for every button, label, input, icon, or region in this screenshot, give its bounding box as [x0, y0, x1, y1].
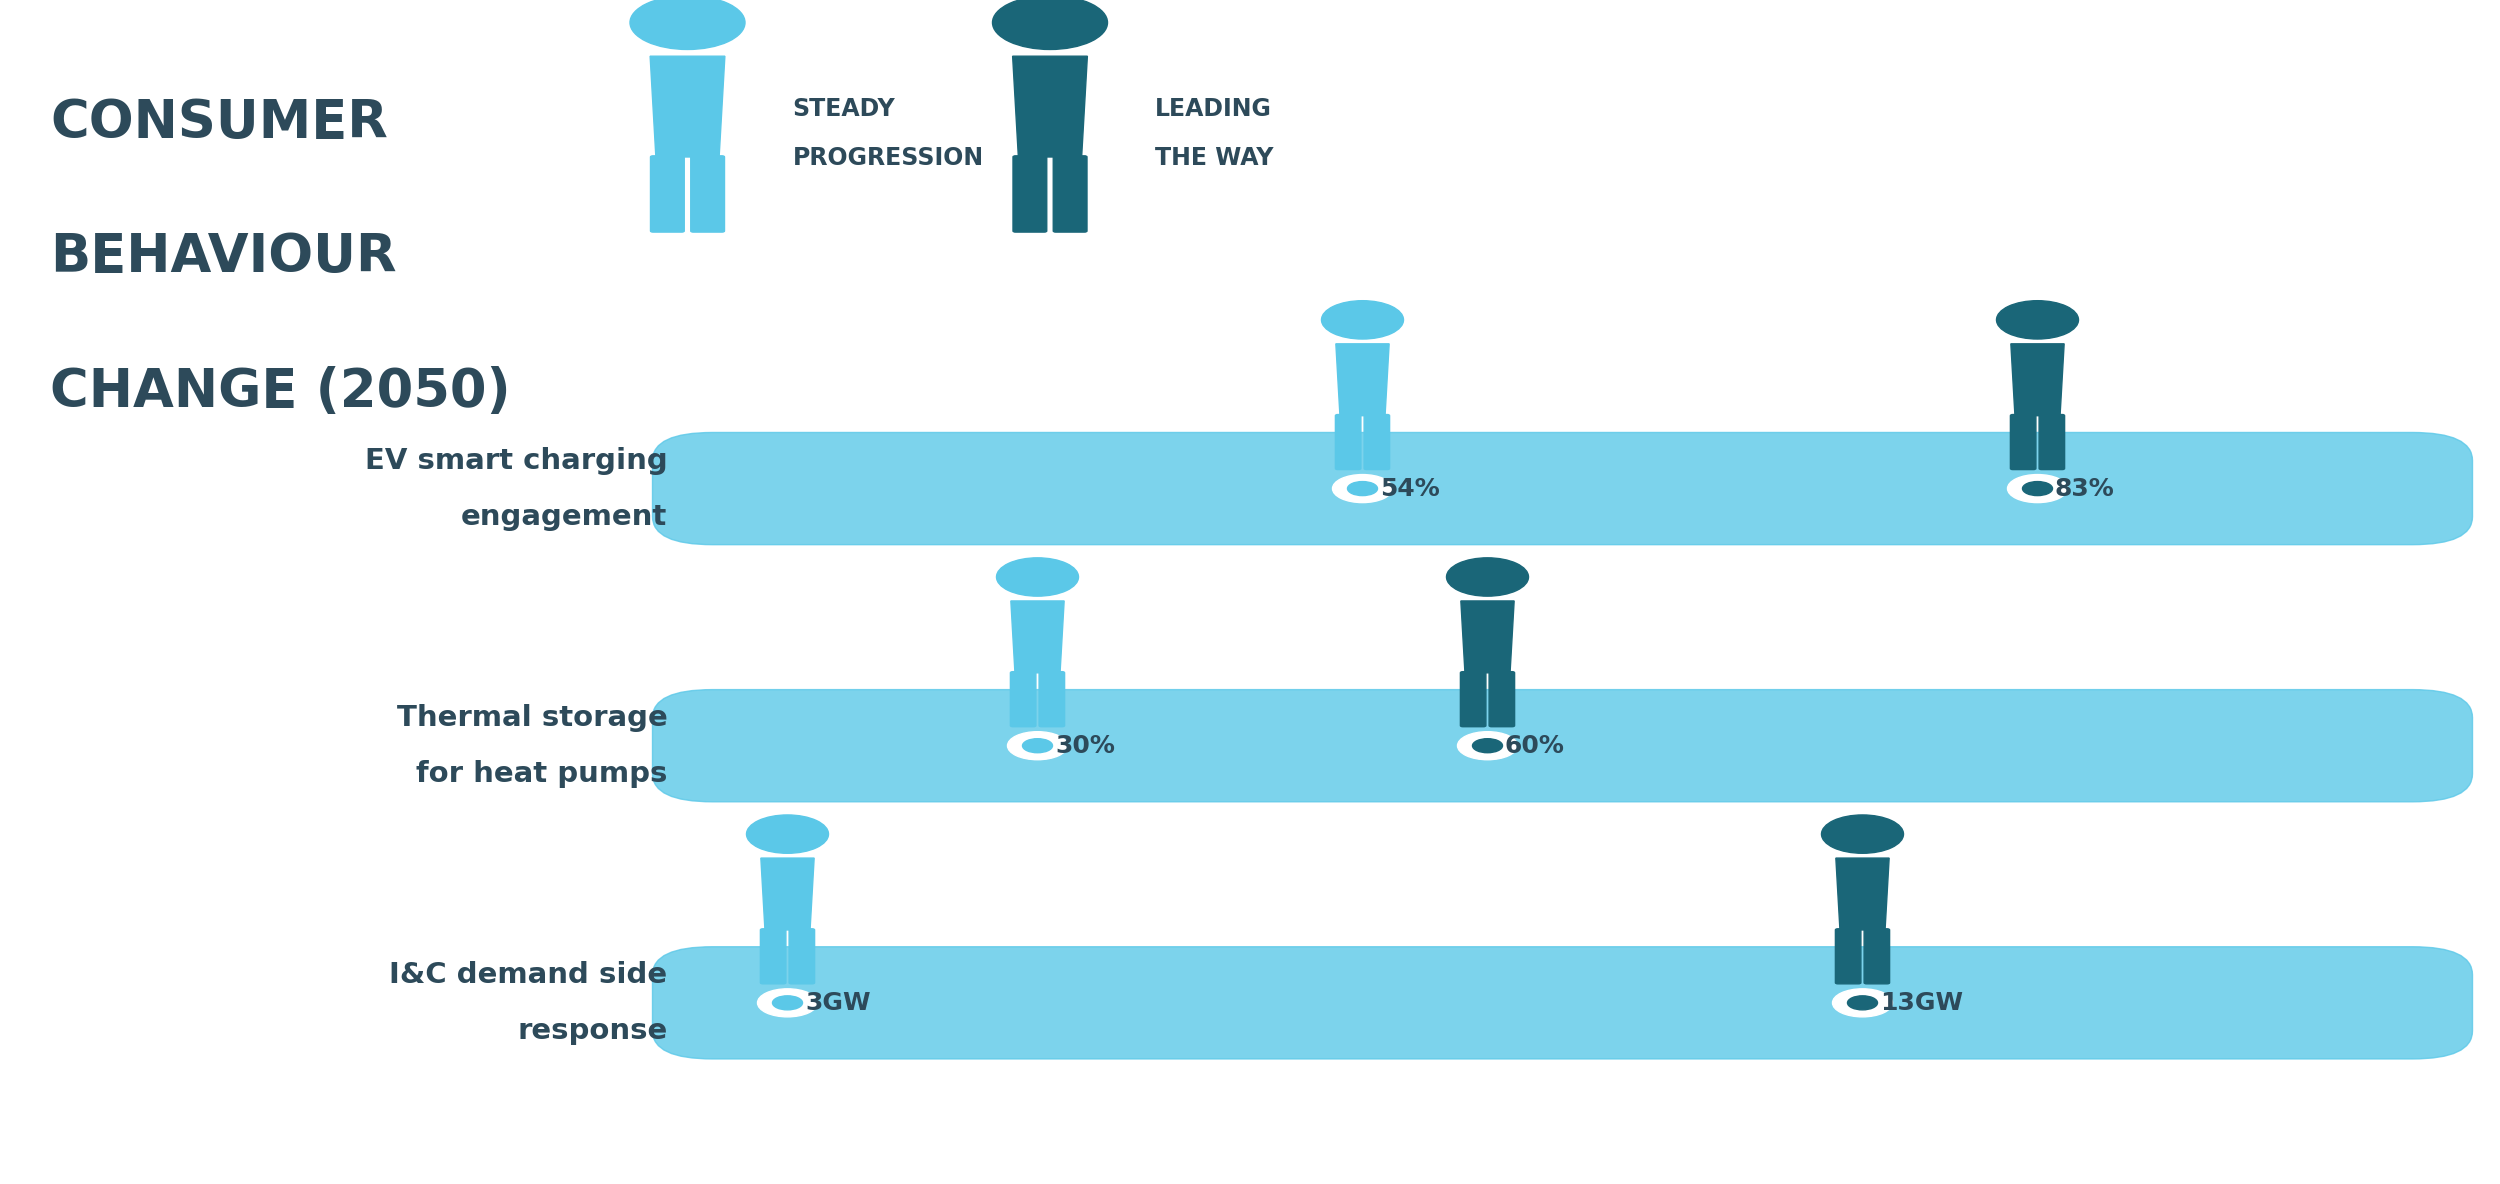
FancyBboxPatch shape: [1052, 156, 1088, 232]
Text: 3GW: 3GW: [805, 991, 870, 1015]
Polygon shape: [1335, 343, 1390, 416]
Circle shape: [1348, 482, 1378, 496]
Polygon shape: [650, 56, 725, 157]
Circle shape: [1008, 732, 1068, 760]
Text: 13GW: 13GW: [1880, 991, 1962, 1015]
Polygon shape: [1013, 56, 1088, 157]
FancyBboxPatch shape: [1013, 156, 1048, 232]
FancyBboxPatch shape: [1865, 928, 1890, 984]
FancyBboxPatch shape: [652, 432, 2472, 545]
FancyBboxPatch shape: [1835, 928, 1860, 984]
FancyBboxPatch shape: [690, 156, 725, 232]
Circle shape: [992, 0, 1108, 50]
FancyBboxPatch shape: [652, 947, 2472, 1058]
Circle shape: [758, 989, 818, 1017]
Circle shape: [772, 996, 802, 1010]
FancyBboxPatch shape: [1460, 671, 1485, 727]
Circle shape: [2023, 482, 2052, 496]
FancyBboxPatch shape: [1040, 671, 1065, 727]
Text: engagement: engagement: [460, 503, 668, 530]
Text: 54%: 54%: [1380, 477, 1440, 501]
Polygon shape: [1460, 601, 1515, 673]
Polygon shape: [2010, 343, 2065, 416]
Circle shape: [1332, 475, 1392, 502]
Circle shape: [1848, 996, 1878, 1010]
Circle shape: [1458, 732, 1518, 760]
Text: I&C demand side: I&C demand side: [390, 960, 668, 989]
FancyBboxPatch shape: [760, 928, 785, 984]
Text: EV smart charging: EV smart charging: [365, 446, 668, 475]
Circle shape: [748, 815, 828, 854]
Polygon shape: [1010, 601, 1065, 673]
Text: CONSUMER: CONSUMER: [50, 97, 388, 149]
Circle shape: [1832, 989, 1892, 1017]
FancyBboxPatch shape: [790, 928, 815, 984]
Circle shape: [1998, 301, 2078, 339]
Text: 30%: 30%: [1055, 734, 1115, 758]
Circle shape: [998, 558, 1078, 597]
Circle shape: [1448, 558, 1528, 597]
Text: STEADY: STEADY: [792, 97, 895, 121]
Text: BEHAVIOUR: BEHAVIOUR: [50, 231, 398, 283]
FancyBboxPatch shape: [1365, 414, 1390, 470]
Circle shape: [1022, 739, 1052, 753]
Circle shape: [1822, 815, 1902, 854]
FancyBboxPatch shape: [2010, 414, 2035, 470]
FancyBboxPatch shape: [1490, 671, 1515, 727]
Text: response: response: [518, 1017, 668, 1045]
Circle shape: [2008, 475, 2068, 502]
Polygon shape: [1835, 858, 1890, 929]
Text: THE WAY: THE WAY: [1155, 146, 1272, 169]
Text: Thermal storage: Thermal storage: [398, 703, 668, 732]
Text: CHANGE (2050): CHANGE (2050): [50, 366, 510, 418]
Circle shape: [1322, 301, 1402, 339]
Polygon shape: [760, 858, 815, 929]
FancyBboxPatch shape: [1335, 414, 1360, 470]
FancyBboxPatch shape: [2040, 414, 2065, 470]
Text: 83%: 83%: [2055, 477, 2115, 501]
FancyBboxPatch shape: [650, 156, 685, 232]
Text: LEADING: LEADING: [1155, 97, 1272, 121]
Text: for heat pumps: for heat pumps: [415, 760, 668, 787]
FancyBboxPatch shape: [652, 689, 2472, 802]
Text: 60%: 60%: [1505, 734, 1565, 758]
Circle shape: [630, 0, 745, 50]
FancyBboxPatch shape: [1010, 671, 1035, 727]
Circle shape: [1472, 739, 1502, 753]
Text: PROGRESSION: PROGRESSION: [792, 146, 982, 169]
